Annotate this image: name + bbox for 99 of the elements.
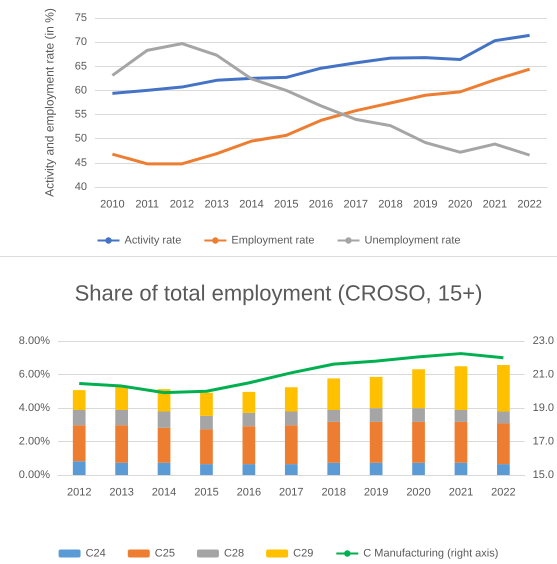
bar (327, 422, 340, 463)
y2-tick-label: 21.0 (532, 368, 554, 380)
y-tick-label: 0.00% (18, 469, 50, 481)
bar (200, 392, 213, 416)
legend-label: Unemployment rate (364, 234, 461, 246)
y-tick-label: 40 (74, 181, 87, 193)
bar (412, 422, 425, 463)
legend-label: C Manufacturing (right axis) (363, 548, 498, 560)
legend-label: C29 (293, 548, 314, 560)
line-series (78, 352, 505, 394)
line-series (110, 42, 532, 157)
x-tick-label: 2013 (204, 198, 229, 210)
bar (370, 408, 382, 422)
y-tick-label: 55 (74, 108, 87, 121)
x-tick-label: 2011 (135, 198, 159, 210)
y-tick-label: 8.00% (18, 335, 50, 347)
bar (370, 376, 382, 408)
bar (370, 422, 382, 463)
y2-tick-label: 19.0 (532, 402, 554, 414)
bar (412, 408, 425, 422)
bar (72, 425, 86, 462)
bar (158, 462, 170, 475)
legend-label: C25 (154, 548, 175, 560)
x-tick-label: 2018 (378, 198, 403, 210)
bar (327, 410, 340, 422)
y2-tick-label: 17.0 (532, 436, 554, 448)
x-tick-label: 2017 (279, 486, 304, 498)
bar (242, 464, 256, 475)
bar (72, 410, 86, 426)
x-tick-label: 2020 (448, 198, 472, 210)
legend-label: C24 (86, 548, 106, 560)
x-tick-label: 2015 (274, 198, 298, 210)
bar (115, 425, 128, 463)
x-tick-label: 2010 (100, 198, 125, 210)
bar (412, 462, 425, 475)
x-tick-label: 2015 (194, 486, 219, 498)
x-tick-label: 2019 (413, 198, 438, 210)
bar (72, 461, 86, 475)
bar (327, 378, 340, 410)
bar (454, 422, 468, 463)
bar (497, 464, 510, 475)
x-tick-label: 2016 (308, 198, 334, 210)
y-tick-label: 4.00% (18, 402, 50, 414)
y2-tick-label: 23.0 (532, 335, 554, 347)
bar (284, 412, 298, 426)
legend-label: Activity rate (124, 234, 182, 246)
bar (454, 410, 468, 422)
bar (158, 428, 170, 463)
x-tick-label: 2014 (239, 198, 264, 210)
y-tick-label: 6.00% (18, 368, 50, 380)
bar (200, 429, 213, 464)
y-tick-label: 70 (74, 36, 87, 48)
x-tick-label: 2012 (66, 486, 92, 498)
bar (115, 386, 128, 410)
x-tick-label: 2022 (517, 198, 542, 210)
x-tick-label: 2020 (406, 486, 431, 498)
x-tick-label: 2021 (482, 198, 508, 210)
bar (284, 425, 298, 464)
y-tick-label: 65 (74, 60, 87, 72)
bar (242, 412, 256, 426)
y-tick-label: 2.00% (18, 436, 50, 448)
bar (454, 366, 468, 410)
x-tick-label: 2014 (152, 486, 176, 498)
y-tick-label: 45 (74, 156, 87, 169)
bar (115, 410, 128, 426)
bar (284, 464, 298, 475)
bar (115, 462, 128, 475)
legend-label: C28 (224, 548, 244, 560)
y-tick-label: 75 (74, 12, 87, 24)
x-tick-label: 2012 (170, 198, 194, 210)
y-axis-title: Activity and employment rate (in %) (42, 8, 56, 197)
bar (497, 412, 510, 424)
x-tick-label: 2021 (448, 486, 474, 498)
bar (370, 462, 382, 475)
line-series (110, 68, 532, 166)
bar (242, 426, 256, 464)
chart-title: Share of total employment (CROSO, 15+) (74, 280, 482, 306)
bar (284, 387, 298, 412)
line-series (110, 34, 532, 95)
bar (242, 392, 256, 413)
bar (454, 462, 468, 475)
bar (327, 462, 340, 475)
y2-tick-label: 15.0 (532, 469, 554, 481)
x-tick-label: 2013 (109, 486, 134, 498)
bar (158, 412, 170, 428)
bar (200, 464, 213, 475)
y-tick-label: 50 (74, 132, 87, 145)
x-tick-label: 2017 (344, 198, 368, 210)
x-tick-label: 2022 (491, 486, 516, 498)
y-tick-label: 60 (74, 84, 87, 96)
bar (412, 369, 425, 408)
x-tick-label: 2016 (236, 486, 262, 498)
x-tick-label: 2018 (321, 486, 346, 498)
bar (72, 390, 86, 410)
bar (200, 416, 213, 430)
x-tick-label: 2019 (364, 486, 388, 498)
legend-label: Employment rate (231, 234, 315, 246)
bar (497, 364, 510, 412)
bar (497, 423, 510, 464)
